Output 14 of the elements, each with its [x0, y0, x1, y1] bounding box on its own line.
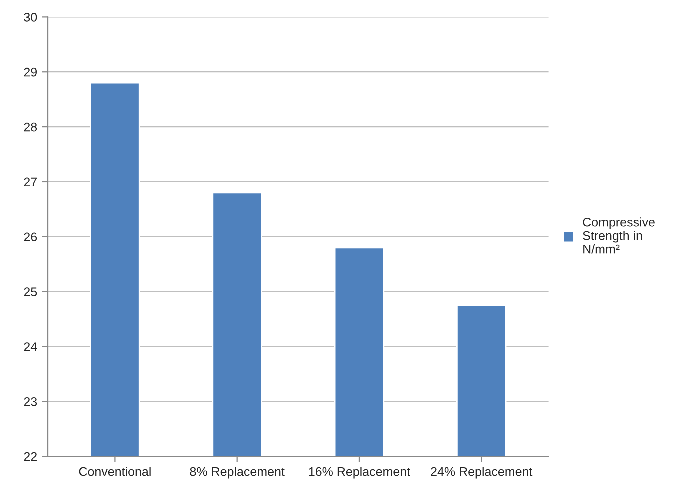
x-tick-label: Conventional	[79, 467, 151, 476]
y-tick-label: 29	[24, 68, 38, 77]
y-tick-label: 24	[24, 342, 38, 352]
x-tick-label: 8% Replacement	[190, 467, 285, 479]
x-tick-label: 16% Replacement	[309, 467, 410, 479]
y-tick-label: 23	[24, 398, 38, 406]
y-tick-label: 30	[24, 12, 38, 22]
y-tick-label: 27	[24, 178, 37, 187]
y-tick-label: 26	[24, 232, 38, 242]
x-tick-label: 24% Replacement	[431, 467, 533, 479]
legend-label: Compressive Strength in N/mm²	[583, 218, 655, 254]
y-tick-label: 22	[24, 452, 37, 462]
y-tick-label: 25	[24, 288, 38, 296]
y-tick-label: 28	[24, 122, 38, 132]
